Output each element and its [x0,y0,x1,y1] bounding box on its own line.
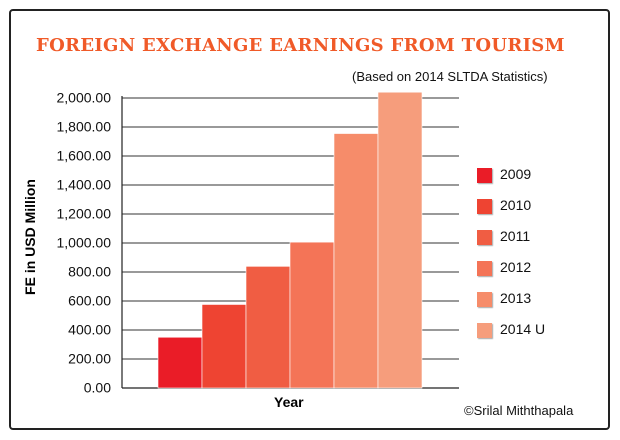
legend-swatch [477,230,492,245]
legend-label: 2012 [500,259,532,275]
x-axis-label: Year [274,394,304,410]
legend-swatch [477,261,492,276]
y-tick-label: 1,600.00 [57,148,112,164]
y-tick-label: 600.00 [68,293,111,309]
legend-label: 2014 U [500,321,546,337]
bar-2011 [245,266,291,389]
y-tick-label: 400.00 [68,322,111,338]
legend-label: 2013 [500,290,532,306]
legend-label: 2009 [500,166,532,182]
bar-2014-u [377,91,423,389]
bar-2012 [289,241,335,389]
legend-swatch [477,323,492,338]
y-tick-label: 1,800.00 [57,119,112,135]
y-tick-label: 0.00 [84,380,111,396]
chart-subtitle: (Based on 2014 SLTDA Statistics) [352,69,548,84]
y-tick-label: 1,200.00 [57,206,112,222]
bar-2009 [157,336,203,389]
legend-swatch [477,292,492,307]
bar-2010 [201,304,247,389]
legend-label: 2011 [500,228,531,244]
y-tick-label: 800.00 [68,264,111,280]
credit-text: ©Srilal Miththapala [464,403,574,418]
legend-swatch [477,168,492,183]
y-tick-label: 1,400.00 [57,177,112,193]
legend-label: 2010 [500,197,532,213]
y-tick-label: 2,000.00 [57,90,112,106]
y-tick-label: 1,000.00 [57,235,112,251]
chart-title: FOREIGN EXCHANGE EARNINGS FROM TOURISM [36,35,565,56]
legend-swatch [477,199,492,214]
y-tick-label: 200.00 [68,351,111,367]
bar-2013 [333,133,379,389]
